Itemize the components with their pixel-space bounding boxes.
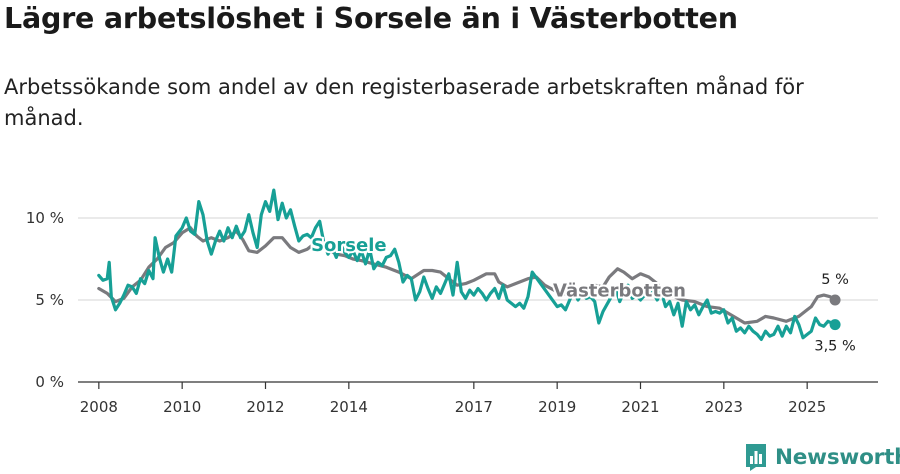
series-label-sorsele: Sorsele [311, 235, 387, 256]
chart-title: Lägre arbetslöshet i Sorsele än i Väster… [4, 2, 738, 35]
chart-subtitle: Arbetssökande som andel av den registerb… [4, 75, 804, 130]
series-line-sorsele [97, 188, 837, 341]
brand-name: Newsworthy [775, 444, 900, 470]
series-annotations: Västerbotten 5 % Sorsele 3,5 % [309, 233, 857, 356]
x-tick-label: 2012 [246, 398, 284, 416]
x-tick-label: 2014 [330, 398, 368, 416]
end-point-västerbotten [829, 294, 841, 306]
end-point-sorsele [829, 319, 841, 331]
x-tick-label: 2021 [621, 398, 659, 416]
newsworthy-brand[interactable]: Newsworthy [744, 442, 900, 472]
y-tick-label: 5 % [35, 291, 64, 309]
x-tick-label: 2010 [163, 398, 201, 416]
x-tick-label: 2017 [455, 398, 493, 416]
y-axis-labels: 0 % 5 % 10 % [26, 209, 64, 391]
end-value-label: 3,5 % [814, 339, 855, 355]
x-tick-label: 2023 [705, 398, 743, 416]
x-axis-ticks: 2008 2010 2012 2014 2017 2019 2021 2023 2025 [80, 382, 826, 416]
bar-chart-icon [746, 444, 766, 471]
series-label-västerbotten: Västerbotten [553, 281, 686, 302]
x-tick-label: 2008 [80, 398, 118, 416]
series-line-västerbotten [97, 226, 837, 325]
x-tick-label: 2025 [788, 398, 826, 416]
grid-lines [78, 217, 878, 301]
series-lines [97, 188, 837, 341]
end-value-label: 5 % [821, 272, 849, 288]
y-tick-label: 0 % [35, 373, 64, 391]
y-tick-label: 10 % [26, 209, 64, 227]
x-tick-label: 2019 [538, 398, 576, 416]
